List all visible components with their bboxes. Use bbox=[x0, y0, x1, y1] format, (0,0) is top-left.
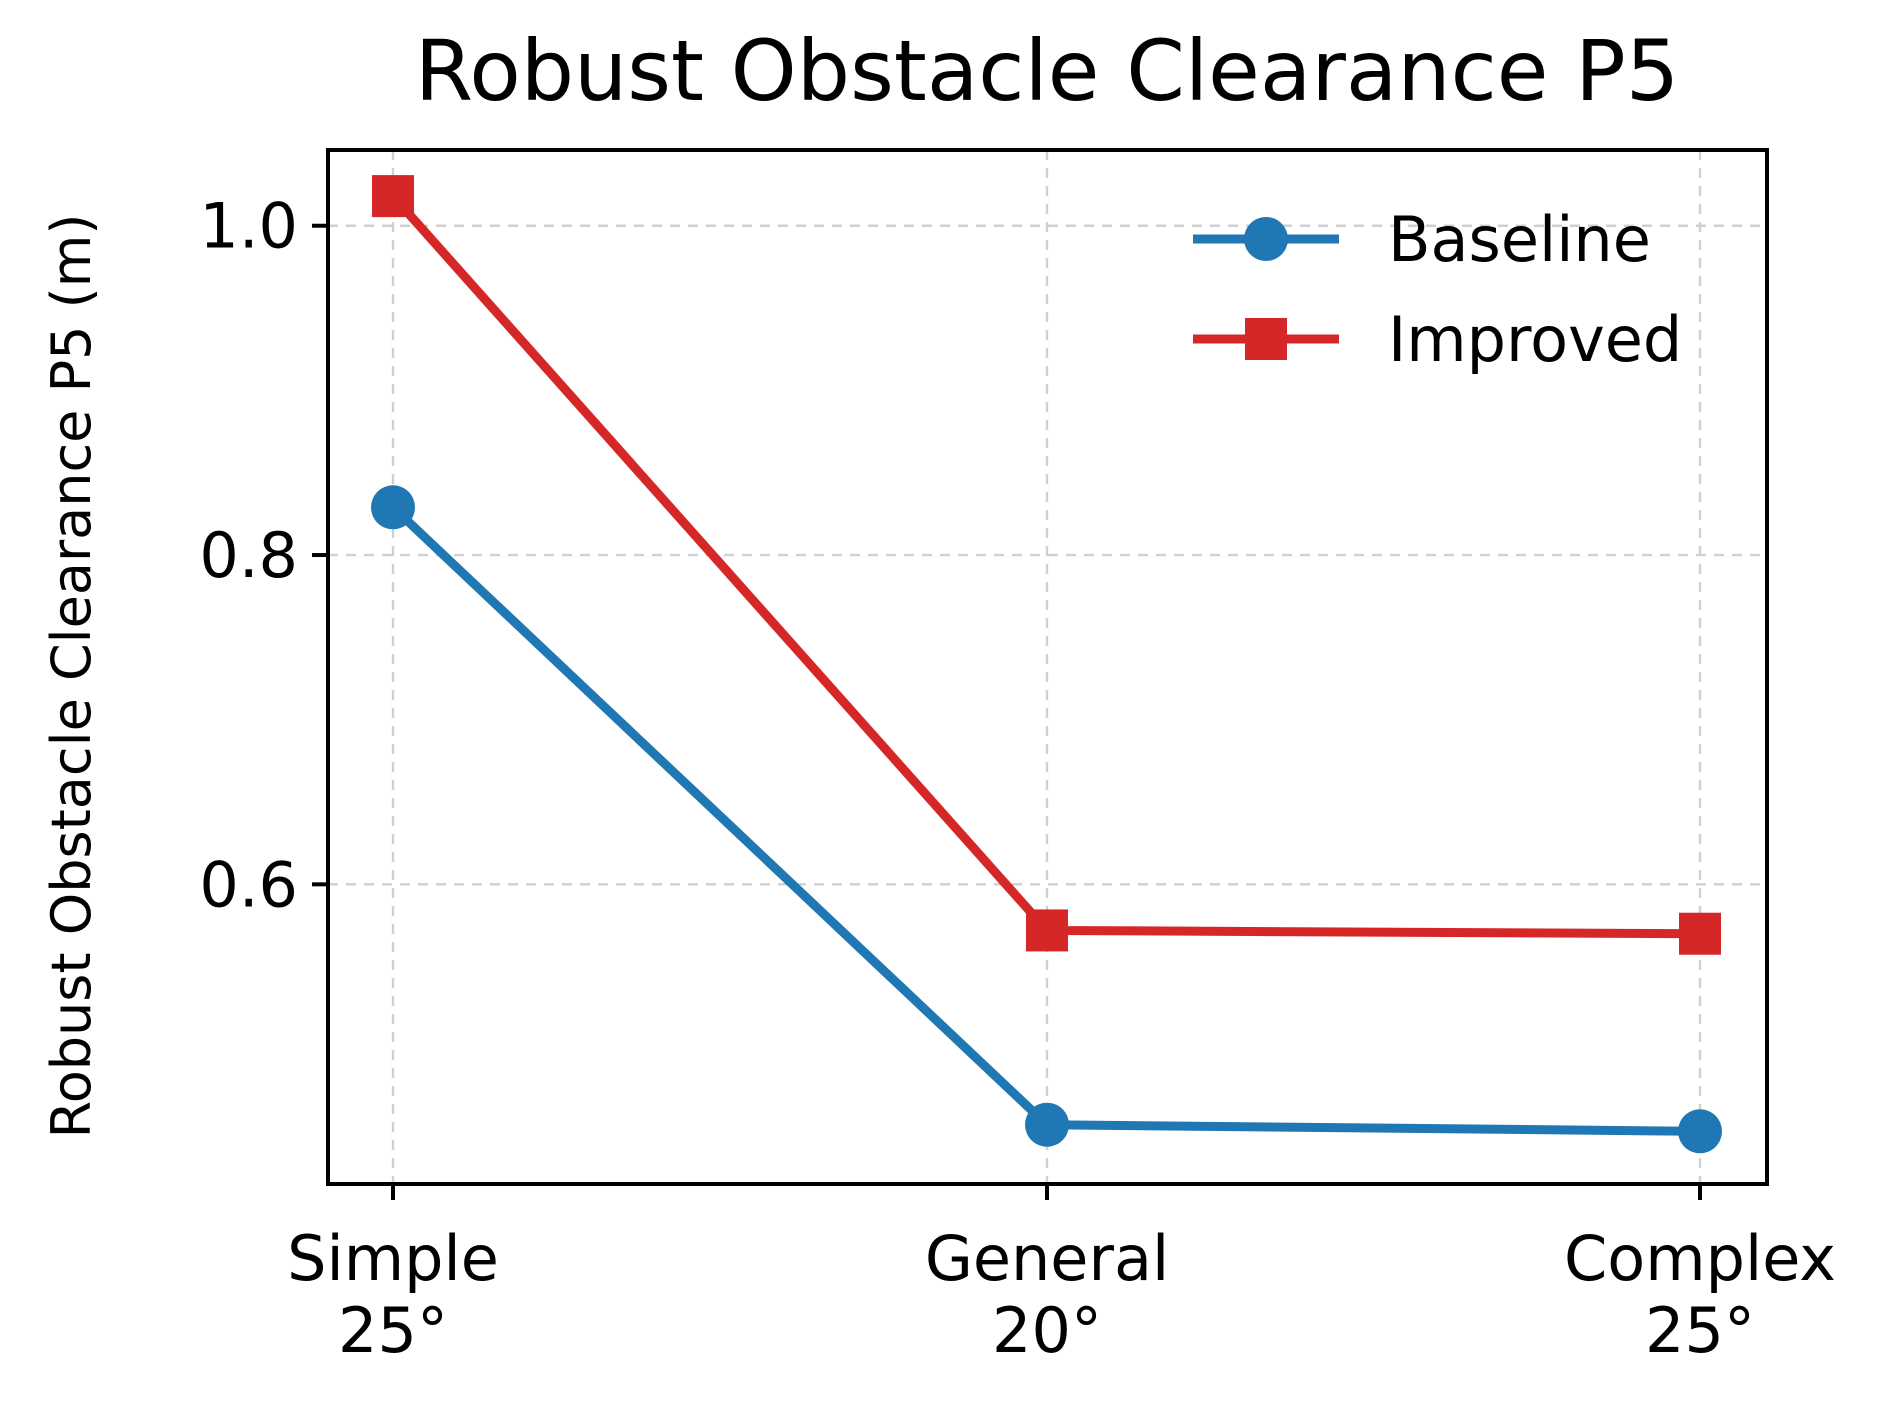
series-layer bbox=[371, 175, 1722, 1154]
y-axis-ticks: 0.6 0.8 1.0 bbox=[199, 190, 328, 921]
legend-item-baseline: Baseline bbox=[1193, 203, 1651, 276]
y-tick-label-3: 1.0 bbox=[199, 190, 298, 263]
data-point-baseline-1 bbox=[371, 485, 415, 530]
legend: Baseline Improved bbox=[1193, 203, 1682, 376]
grid-lines bbox=[328, 150, 1767, 1184]
chart-title: Robust Obstacle Clearance P5 bbox=[415, 22, 1680, 120]
data-point-improved-1 bbox=[372, 175, 414, 218]
y-axis-label: Robust Obstacle Clearance P5 (m) bbox=[40, 214, 103, 1139]
x-tick-label-3: Complex 25° bbox=[1564, 1222, 1836, 1367]
x-tick-label-2: General 20° bbox=[925, 1222, 1169, 1367]
data-point-baseline-2 bbox=[1025, 1102, 1069, 1147]
x-tick-label-1: Simple 25° bbox=[287, 1222, 499, 1367]
data-point-baseline-3 bbox=[1678, 1109, 1722, 1154]
y-tick-label-2: 0.8 bbox=[199, 519, 298, 592]
legend-label-improved: Improved bbox=[1388, 303, 1682, 376]
legend-marker-baseline bbox=[1244, 217, 1288, 261]
series-baseline bbox=[371, 485, 1722, 1154]
y-tick-label-1: 0.6 bbox=[199, 848, 298, 921]
legend-label-baseline: Baseline bbox=[1388, 203, 1651, 276]
series-improved bbox=[372, 175, 1721, 955]
legend-item-improved: Improved bbox=[1193, 303, 1682, 376]
data-point-improved-3 bbox=[1679, 912, 1721, 955]
data-point-improved-2 bbox=[1026, 909, 1068, 952]
legend-marker-improved bbox=[1245, 318, 1287, 360]
x-axis-ticks: Simple 25° General 20° Complex 25° bbox=[287, 1184, 1836, 1367]
